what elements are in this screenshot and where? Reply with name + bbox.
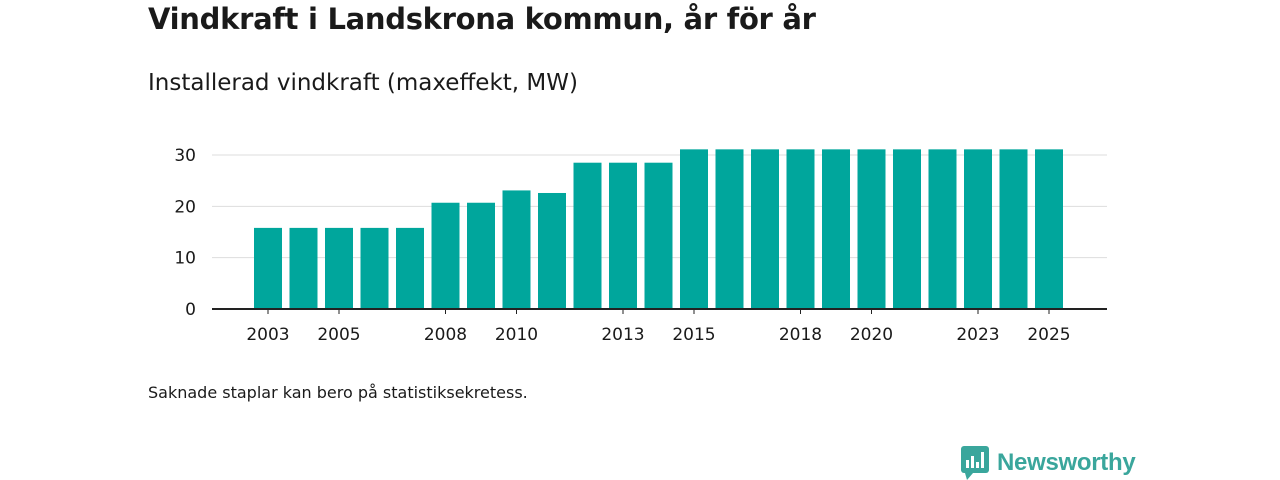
y-tick-label: 0	[185, 300, 196, 320]
bar-2013	[609, 162, 637, 309]
x-tick-label: 2005	[317, 325, 360, 345]
x-tick-label: 2008	[424, 325, 467, 345]
bar-2012	[573, 162, 602, 309]
bar-2023	[964, 149, 992, 309]
bar-2011	[538, 192, 566, 309]
x-axis-ticks: 2003 2005 2008 2010 2013 2015 2018 2020 2023 2025	[246, 309, 1071, 345]
bar-2014	[644, 162, 673, 309]
bar-2004	[289, 227, 318, 309]
x-tick-label: 2015	[672, 325, 715, 345]
bar-2007	[396, 227, 424, 309]
newsworthy-logo-icon	[961, 446, 989, 480]
bar-2018	[786, 149, 815, 309]
bar-2022	[928, 149, 957, 309]
x-tick-label: 2013	[601, 325, 644, 345]
bar-2025	[1035, 149, 1063, 309]
bar-2015	[680, 149, 708, 309]
x-tick-label: 2003	[246, 325, 289, 345]
footnote: Saknade staplar kan bero på statistiksek…	[148, 383, 528, 402]
bar-chart: 0 10 20 30 2003 2005 2008 2010 2013 2015 2018 2020…	[174, 146, 1107, 345]
bar-2016	[715, 149, 744, 309]
y-axis-ticks: 0 10 20 30	[174, 146, 196, 320]
bar-2010	[502, 190, 531, 309]
bar-2024	[999, 149, 1028, 309]
bar-2005	[325, 227, 353, 309]
bar-2020	[857, 149, 886, 309]
bar-2003	[254, 227, 282, 309]
brand-logo: Newsworthy	[961, 446, 1136, 480]
bars	[254, 149, 1063, 309]
bar-2008	[431, 202, 460, 309]
x-tick-label: 2020	[850, 325, 893, 345]
bar-2009	[467, 202, 495, 309]
bar-2021	[893, 149, 921, 309]
y-tick-label: 20	[174, 197, 196, 217]
y-tick-label: 30	[174, 146, 196, 166]
x-tick-label: 2025	[1027, 325, 1070, 345]
brand-name: Newsworthy	[997, 449, 1136, 476]
bar-2017	[751, 149, 779, 309]
chart-subtitle: Installerad vindkraft (maxeffekt, MW)	[148, 70, 578, 96]
x-tick-label: 2018	[779, 325, 822, 345]
x-tick-label: 2023	[956, 325, 999, 345]
bar-2019	[822, 149, 850, 309]
y-tick-label: 10	[174, 249, 196, 269]
x-tick-label: 2010	[495, 325, 538, 345]
bar-2006	[360, 227, 389, 309]
chart-title: Vindkraft i Landskrona kommun, år för år	[148, 2, 816, 36]
